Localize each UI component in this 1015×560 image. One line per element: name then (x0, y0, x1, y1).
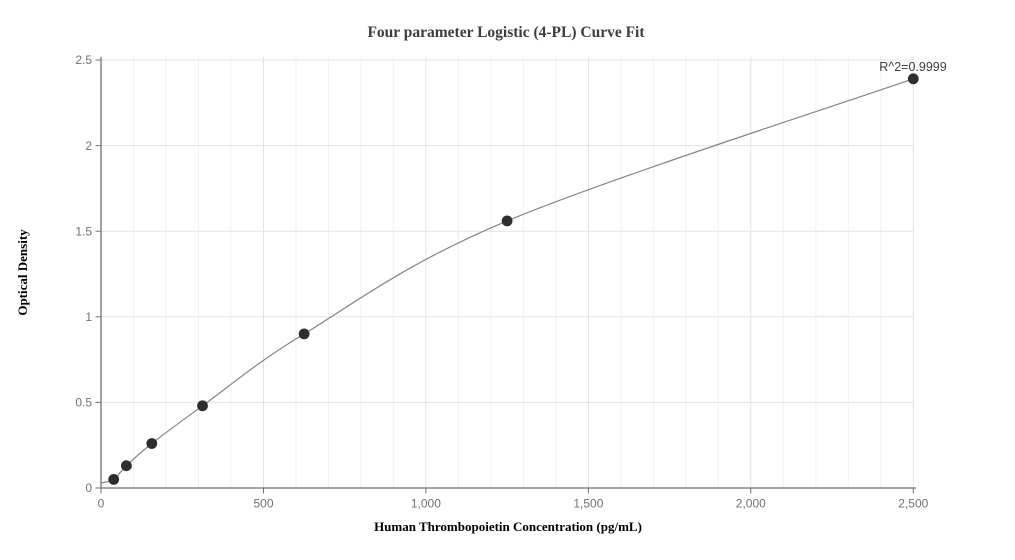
gridlines (101, 57, 914, 488)
x-tick-label: 2,500 (898, 497, 928, 511)
y-axis-title: Optical Density (15, 229, 30, 316)
data-point (146, 438, 158, 449)
x-tick-label: 2,000 (736, 497, 766, 511)
y-tick-label: 2 (85, 139, 92, 153)
x-tick-label: 0 (98, 497, 105, 511)
r-squared-label: R^2=0.9999 (879, 60, 946, 74)
x-tick-label: 500 (253, 497, 273, 511)
y-tick-labels: 0 0.5 1 1.5 2 2.5 (75, 53, 92, 495)
x-axis-title: Human Thrombopoietin Concentration (pg/m… (374, 519, 642, 534)
data-point (298, 328, 310, 340)
data-points (108, 73, 919, 485)
chart-title: Four parameter Logistic (4-PL) Curve Fit (367, 24, 645, 41)
data-point (121, 460, 132, 472)
data-point (501, 215, 513, 227)
axis-ticks (95, 59, 914, 494)
x-tick-label: 1,000 (411, 497, 441, 511)
data-point (197, 400, 208, 412)
y-tick-label: 0.5 (75, 396, 92, 410)
axes (100, 57, 916, 489)
y-tick-label: 2.5 (75, 53, 92, 67)
y-tick-label: 0 (85, 481, 92, 495)
x-tick-label: 1,500 (573, 497, 603, 511)
data-point (108, 474, 120, 485)
data-point (907, 73, 919, 85)
x-tick-labels: 0 500 1,000 1,500 2,000 2,500 (98, 497, 929, 511)
fit-curve-line (100, 78, 914, 484)
y-tick-label: 1.5 (75, 224, 92, 238)
y-tick-label: 1 (85, 310, 92, 324)
